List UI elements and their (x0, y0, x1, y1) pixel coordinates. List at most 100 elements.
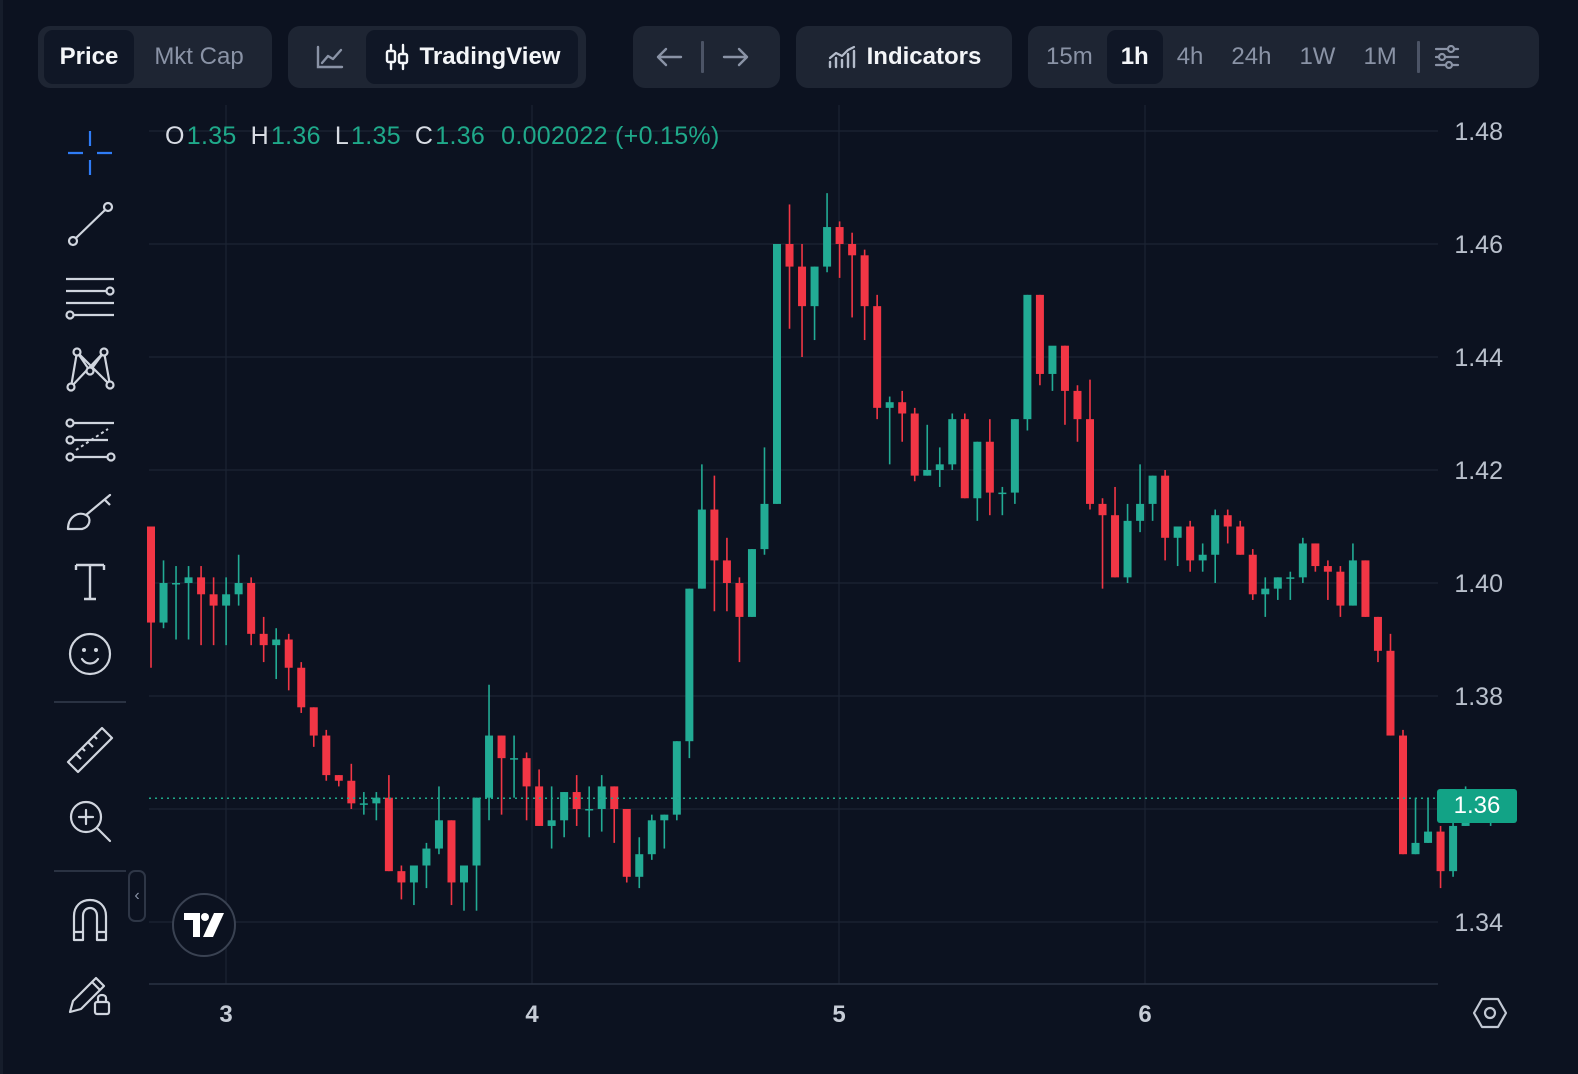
time-axis: 3 4 5 6 (219, 1001, 1151, 1028)
candle-body (1123, 520, 1132, 578)
close-value: 1.36 (435, 122, 486, 150)
candle-body (1286, 577, 1295, 579)
mktcap-mode-button[interactable]: Mkt Cap (154, 43, 244, 70)
indicators-button[interactable]: Indicators (811, 30, 998, 84)
candle (697, 464, 706, 589)
candle (1136, 464, 1145, 533)
horizontal-lines-tool[interactable] (62, 268, 118, 324)
candle (1161, 470, 1170, 561)
fib-retracement-tool[interactable] (62, 412, 118, 468)
candle (334, 775, 343, 787)
axis-settings-button[interactable] (1470, 993, 1510, 1033)
candle-body (1386, 650, 1395, 736)
magnet-tool[interactable] (62, 892, 118, 948)
lock-drawings-tool[interactable] (62, 966, 118, 1022)
candle (860, 249, 869, 341)
candle (1048, 345, 1057, 391)
timeframe-24h[interactable]: 24h (1231, 43, 1272, 70)
candle (1211, 509, 1220, 583)
timeframe-4h[interactable]: 4h (1176, 43, 1204, 70)
timeframe-1w[interactable]: 1W (1299, 43, 1336, 70)
candle (1323, 560, 1332, 600)
line-chart-button[interactable] (294, 30, 366, 84)
candle (1424, 797, 1433, 843)
candle-body (1073, 390, 1082, 420)
chart-settings-button[interactable] (1426, 30, 1468, 84)
candle-body (1323, 566, 1332, 572)
zoom-tool[interactable] (62, 793, 118, 849)
candle (798, 244, 807, 357)
candle-body (1048, 345, 1057, 374)
collapse-toolbar-button[interactable]: ‹ (128, 870, 146, 922)
candle (1399, 729, 1407, 855)
candle-body (1273, 577, 1282, 589)
candle (747, 549, 756, 617)
candle-body (560, 792, 569, 821)
text-tool[interactable] (62, 554, 118, 610)
candle-body (873, 306, 882, 408)
candle-body (985, 441, 994, 493)
candle (472, 797, 481, 911)
candle (985, 419, 994, 516)
candle (409, 865, 418, 906)
candle-body (1424, 831, 1433, 843)
candle-body (1399, 735, 1407, 855)
tradingview-logo[interactable] (172, 893, 236, 957)
candle-body (823, 227, 832, 267)
candle (547, 786, 556, 849)
candle (1449, 820, 1458, 877)
trend-line-icon (67, 201, 114, 247)
undo-button[interactable] (637, 30, 701, 84)
redo-button[interactable] (704, 30, 768, 84)
price-mode-button[interactable]: Price (44, 30, 134, 84)
crosshair-icon (68, 131, 112, 175)
candle (247, 577, 256, 646)
candle (1348, 543, 1357, 606)
candle-body (1035, 294, 1044, 374)
candle (1123, 503, 1132, 583)
candle (935, 447, 944, 487)
candle-body (572, 792, 581, 809)
brush-tool[interactable] (62, 484, 118, 540)
candle-body (472, 797, 481, 866)
pencil-lock-icon (68, 976, 111, 1016)
candle (722, 537, 731, 612)
candle-body (635, 854, 644, 877)
candle-body (1098, 503, 1107, 516)
candle-body (1361, 560, 1370, 617)
candle-body (1449, 825, 1458, 872)
price-tick-label: 1.46 (1454, 231, 1503, 259)
tradingview-chart-button[interactable]: TradingView (366, 30, 578, 84)
emoji-tool[interactable] (62, 626, 118, 682)
pattern-tool[interactable] (62, 340, 118, 396)
chart-type-toggle: TradingView (288, 26, 586, 88)
timeframe-divider (1416, 41, 1420, 73)
candle-body (485, 735, 494, 798)
trend-line-tool[interactable] (62, 196, 118, 252)
crosshair-tool[interactable] (62, 125, 118, 181)
measure-tool[interactable] (62, 722, 118, 778)
candle-body (923, 470, 932, 476)
candle-body (1211, 515, 1220, 555)
candle (297, 662, 306, 713)
candle (209, 577, 218, 646)
candle-body (447, 820, 456, 883)
candle (1298, 537, 1307, 583)
candle (1173, 526, 1182, 567)
timeframe-1m[interactable]: 1M (1363, 43, 1397, 70)
candle-body (785, 244, 794, 267)
candle (835, 221, 844, 278)
timeframe-1h[interactable]: 1h (1106, 30, 1163, 84)
candle-body (1136, 503, 1145, 521)
candle-body (910, 413, 919, 476)
candle (773, 244, 781, 504)
candle-body (1373, 616, 1382, 651)
price-tick-label: 1.42 (1454, 457, 1503, 485)
price-tick-label: 1.40 (1454, 570, 1503, 598)
time-tick-label: 6 (1138, 1001, 1151, 1028)
candle-body (647, 820, 656, 855)
arrow-left-icon (656, 47, 683, 67)
candle-body (898, 402, 907, 414)
timeframe-15m[interactable]: 15m (1046, 43, 1093, 70)
